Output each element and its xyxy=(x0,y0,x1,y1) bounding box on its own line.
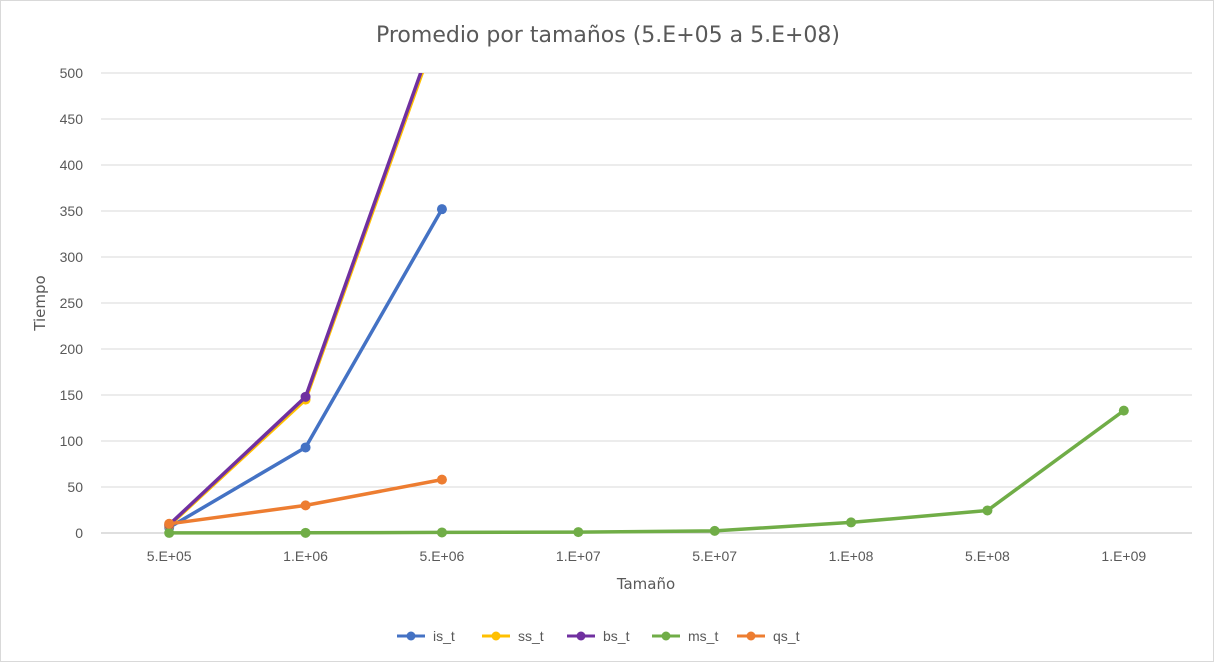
x-tick-label: 5.E+05 xyxy=(147,548,192,564)
data-point-qs_t xyxy=(436,474,447,485)
x-tick-label: 1.E+09 xyxy=(1101,548,1146,564)
legend-item-bs_t: bs_t xyxy=(567,628,630,644)
legend-label: qs_t xyxy=(773,628,800,644)
series-line-ms_t xyxy=(167,408,1126,535)
y-axis-ticks: 0 50 100 150 200 250 300 350 400 450 500 xyxy=(60,65,84,541)
data-point-is_t xyxy=(436,204,447,215)
legend-label: is_t xyxy=(433,628,455,644)
legend-marker xyxy=(576,631,586,641)
y-tick-label: 450 xyxy=(60,111,84,127)
legend-label: ss_t xyxy=(518,628,544,644)
data-point-ms_t xyxy=(573,527,584,538)
legend-item-ms_t: ms_t xyxy=(652,628,718,644)
x-axis-ticks: 5.E+05 1.E+06 5.E+06 1.E+07 5.E+07 1.E+08 5.E+… xyxy=(147,548,1147,564)
data-point-bs_t xyxy=(437,8,447,18)
data-point-qs_t xyxy=(300,500,311,511)
data-point-ms_t xyxy=(709,525,720,536)
legend-marker xyxy=(406,631,416,641)
data-point-ms_t xyxy=(300,527,311,538)
data-point-ss_t xyxy=(437,13,447,23)
gridlines xyxy=(101,72,1192,534)
x-tick-label: 5.E+07 xyxy=(692,548,737,564)
y-axis-label: Tiempo xyxy=(31,275,49,331)
series-qs_t xyxy=(164,474,447,529)
series-is_t xyxy=(164,204,447,533)
y-tick-label: 0 xyxy=(75,525,83,541)
series-ms_t xyxy=(164,405,1129,538)
y-tick-label: 250 xyxy=(60,295,84,311)
data-point-ms_t xyxy=(846,517,857,528)
series-lines xyxy=(164,8,1129,538)
legend-marker xyxy=(661,631,671,641)
y-tick-label: 100 xyxy=(60,433,84,449)
x-tick-label: 5.E+06 xyxy=(420,548,465,564)
x-tick-label: 1.E+08 xyxy=(829,548,874,564)
y-tick-label: 300 xyxy=(60,249,84,265)
data-point-ms_t xyxy=(436,527,447,538)
x-axis-label: Tamaño xyxy=(616,575,675,593)
legend-item-is_t: is_t xyxy=(397,628,455,644)
data-point-qs_t xyxy=(164,518,175,529)
x-tick-label: 1.E+06 xyxy=(283,548,328,564)
chart-title: Promedio por tamaños (5.E+05 a 5.E+08) xyxy=(376,23,840,48)
y-tick-label: 150 xyxy=(60,387,84,403)
legend-marker xyxy=(746,631,756,641)
legend-item-qs_t: qs_t xyxy=(737,628,800,644)
y-tick-label: 350 xyxy=(60,203,84,219)
y-tick-label: 500 xyxy=(60,65,84,81)
legend: is_t ss_t bs_t ms_t qs_t xyxy=(397,628,800,644)
data-point-ms_t xyxy=(164,527,175,538)
x-tick-label: 1.E+07 xyxy=(556,548,601,564)
data-point-is_t xyxy=(300,442,311,453)
y-tick-label: 50 xyxy=(67,479,83,495)
legend-marker xyxy=(491,631,501,641)
y-tick-label: 200 xyxy=(60,341,84,357)
x-tick-label: 5.E+08 xyxy=(965,548,1010,564)
data-point-ms_t xyxy=(1118,405,1129,416)
data-point-ms_t xyxy=(982,505,993,516)
legend-label: bs_t xyxy=(603,628,630,644)
legend-label: ms_t xyxy=(688,628,718,644)
data-point-bs_t xyxy=(300,391,311,402)
y-tick-label: 400 xyxy=(60,157,84,173)
legend-item-ss_t: ss_t xyxy=(482,628,544,644)
